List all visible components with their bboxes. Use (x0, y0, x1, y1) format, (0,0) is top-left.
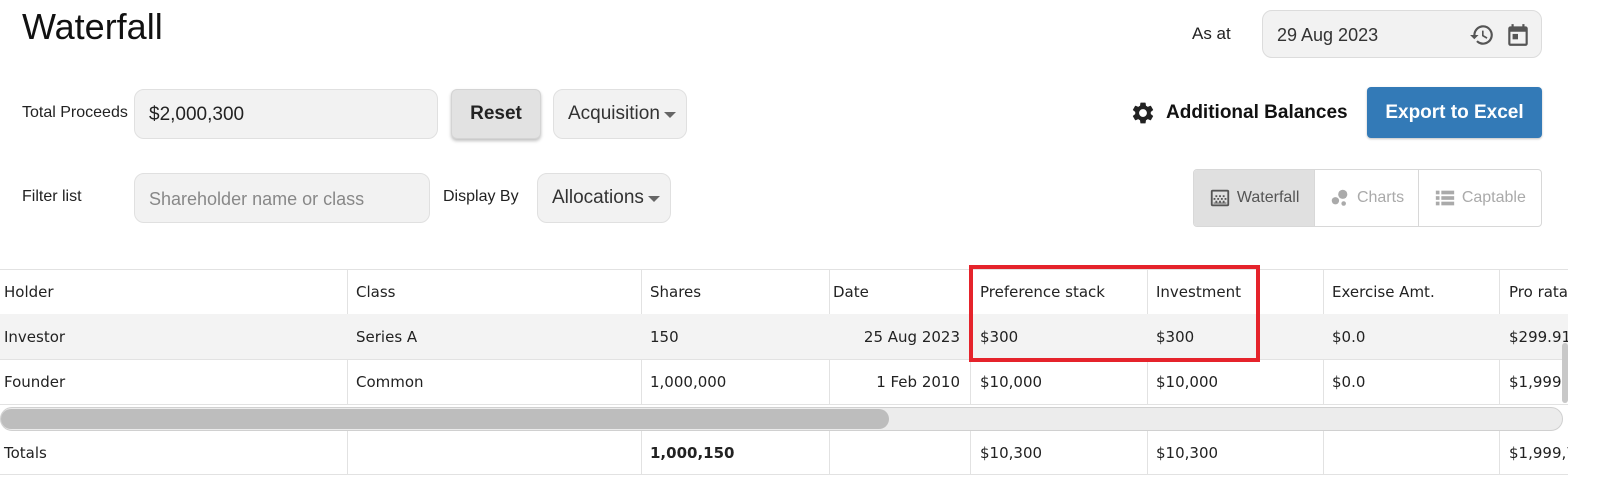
divider (829, 431, 830, 474)
gear-icon (1132, 102, 1154, 124)
divider (0, 474, 1568, 475)
view-toggle: Waterfall Charts Captable (1193, 169, 1542, 227)
divider (1147, 431, 1148, 474)
shares-cell: 150 (650, 327, 679, 346)
shares-cell: 1,000,000 (650, 372, 727, 391)
holder-cell: Investor (4, 327, 66, 346)
divider (970, 431, 971, 474)
vertical-scrollbar[interactable] (1562, 343, 1568, 403)
column-header[interactable]: Pro rata (1509, 283, 1568, 301)
view-captable-button[interactable]: Captable (1419, 170, 1541, 226)
total-proceeds-value: $2,000,300 (149, 104, 245, 125)
divider (347, 431, 348, 474)
view-charts-label: Charts (1356, 189, 1405, 206)
date-cell: 1 Feb 2010 (876, 372, 960, 391)
totals-row: Totals 1,000,150 $10,300 $10,300 $1,999,… (0, 431, 1568, 474)
divider (0, 269, 1568, 270)
exercise-amount-cell: $0.0 (1332, 372, 1366, 391)
divider (0, 359, 1568, 360)
reset-button[interactable]: Reset (451, 89, 541, 139)
scenario-select[interactable]: Acquisition (553, 89, 687, 139)
table-header-row: Holder Class Shares Date Preference stac… (0, 270, 1568, 314)
divider (1499, 431, 1500, 474)
highlight-box (969, 265, 1260, 362)
divider (0, 404, 1568, 405)
view-waterfall-button[interactable]: Waterfall (1194, 170, 1316, 226)
totals-pro-rata-cell: $1,999,7 (1509, 443, 1568, 462)
column-header[interactable]: Class (356, 283, 396, 301)
preference-stack-cell: $300 (980, 327, 1019, 346)
page-title: Waterfall (22, 6, 163, 47)
view-captable-label: Captable (1461, 189, 1526, 206)
table-row[interactable]: Founder Common 1,000,000 1 Feb 2010 $10,… (0, 359, 1568, 404)
investment-cell: $10,000 (1156, 372, 1219, 391)
view-waterfall-label: Waterfall (1236, 189, 1300, 206)
view-charts-button[interactable]: Charts (1315, 170, 1419, 226)
pro-rata-cell: $299.91 (1509, 327, 1568, 346)
as-at-label: As at (1192, 24, 1231, 43)
column-header[interactable]: Preference stack (980, 283, 1105, 301)
display-by-label: Display By (443, 188, 519, 205)
filter-placeholder: Shareholder name or class (149, 189, 365, 209)
column-header[interactable]: Exercise Amt. (1332, 283, 1435, 301)
divider (641, 431, 642, 474)
class-cell: Common (356, 372, 424, 391)
divider (1323, 431, 1324, 474)
totals-preference-stack-cell: $10,300 (980, 443, 1043, 462)
column-header[interactable]: Holder (4, 283, 54, 301)
display-by-select[interactable]: Allocations (537, 173, 671, 223)
waterfall-grid-icon (1210, 189, 1230, 207)
column-header[interactable]: Shares (650, 283, 702, 301)
list-icon (1435, 190, 1454, 206)
date-cell: 25 Aug 2023 (863, 327, 960, 346)
additional-balances-button[interactable]: Additional Balances (1130, 98, 1348, 128)
as-at-date-value: 29 Aug 2023 (1277, 25, 1379, 45)
preference-stack-cell: $10,000 (980, 372, 1043, 391)
table-row[interactable]: Investor Series A 150 25 Aug 2023 $300 $… (0, 314, 1568, 359)
totals-label: Totals (4, 443, 47, 462)
totals-investment-cell: $10,300 (1156, 443, 1219, 462)
history-icon[interactable] (1469, 22, 1495, 48)
filter-list-label: Filter list (22, 188, 82, 205)
pro-rata-cell: $1,999,4 (1509, 372, 1568, 391)
filter-input[interactable]: Shareholder name or class (134, 173, 430, 223)
as-at-date-field[interactable]: 29 Aug 2023 (1262, 10, 1542, 58)
waterfall-table: Holder Class Shares Date Preference stac… (0, 268, 1600, 504)
bubble-chart-icon (1331, 189, 1348, 206)
exercise-amount-cell: $0.0 (1332, 327, 1366, 346)
investment-cell: $300 (1156, 327, 1195, 346)
scenario-select-value: Acquisition (568, 103, 660, 124)
column-header[interactable]: Date (833, 283, 869, 301)
total-proceeds-label: Total Proceeds (22, 104, 128, 121)
class-cell: Series A (356, 327, 418, 346)
horizontal-scrollbar[interactable] (0, 407, 1563, 431)
display-by-select-value: Allocations (552, 187, 644, 208)
caret-down-icon (648, 196, 660, 202)
holder-cell: Founder (4, 372, 66, 391)
export-to-excel-button[interactable]: Export to Excel (1367, 87, 1542, 138)
calendar-icon[interactable] (1505, 22, 1531, 48)
totals-shares-cell: 1,000,150 (650, 443, 735, 462)
additional-balances-label: Additional Balances (1166, 102, 1348, 123)
column-header[interactable]: Investment (1156, 283, 1241, 301)
scrollbar-thumb[interactable] (1, 409, 889, 429)
total-proceeds-input[interactable]: $2,000,300 (134, 89, 438, 139)
caret-down-icon (664, 112, 676, 118)
